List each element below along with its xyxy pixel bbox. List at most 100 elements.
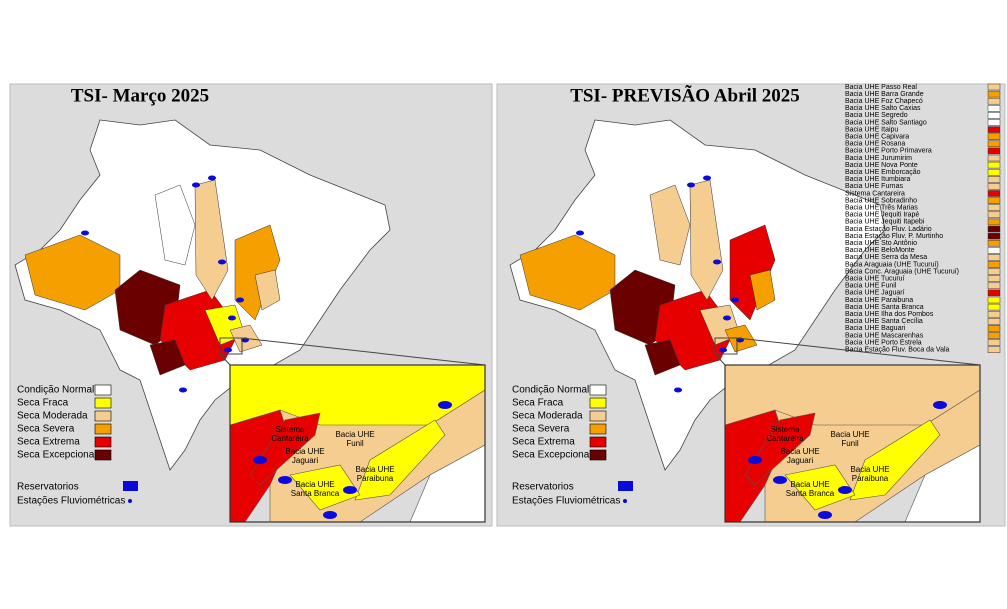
- basin-list-label: Bacia UHE Salto Santiago: [845, 119, 927, 126]
- basin-list-label: Bacia UHE Foz Chapecó: [845, 98, 923, 105]
- basin-list-swatch: [987, 154, 1001, 162]
- basin-list-label: Bacia UHE Sobradinho: [845, 197, 917, 204]
- basin-list-swatch: [987, 318, 1001, 325]
- basin-list-swatch: [987, 204, 1001, 211]
- legend-label: Condição Normal: [512, 385, 589, 396]
- basin-list-swatch: [987, 161, 1001, 169]
- basin-list-label: Sistema Cantareira: [845, 190, 905, 197]
- inset-label: Sistema: [771, 425, 800, 434]
- inset-label: Bacia UHE: [295, 480, 334, 489]
- legend-swatch: [589, 449, 607, 461]
- basin-list-swatch: [987, 310, 1001, 318]
- reservoir: [674, 387, 682, 393]
- reservoir: [731, 297, 739, 303]
- inset-area: [784, 464, 856, 511]
- basin-list-label: Bacia Araguaia (UHE Tucuruí): [845, 261, 939, 268]
- reservoir: [773, 476, 787, 484]
- basin-list-label: Bacia UHE Segredo: [845, 112, 908, 119]
- legend-swatch: [589, 410, 607, 422]
- basin-list-label: Bacia UHE Tucuruí: [845, 276, 905, 283]
- legend-label: Condição Normal: [17, 385, 94, 396]
- panel-title: TSI- PREVISÃO Abril 2025: [570, 84, 800, 106]
- basin-list-swatch: [987, 261, 1001, 268]
- legend-swatch: [94, 397, 112, 409]
- legend-label: Seca Moderada: [512, 411, 583, 422]
- inset-frame: [724, 364, 981, 523]
- basin-list-swatch: [987, 190, 1001, 197]
- inset-label: Bacia UHE: [355, 465, 394, 474]
- reservoir: [218, 259, 226, 265]
- panel-title: TSI- Março 2025: [71, 85, 209, 106]
- legend-label: Estações Fluviométricas: [512, 496, 620, 507]
- basin: [649, 184, 691, 266]
- reservoir: [208, 175, 216, 181]
- basin-list-swatch: [987, 332, 1001, 339]
- zoom-line: [714, 353, 726, 366]
- reservoir: [236, 297, 244, 303]
- legend-label: Seca Fraca: [17, 398, 69, 409]
- inset-label: Funil: [841, 439, 859, 448]
- basin-list-label: Bacia UHE Santa Cecília: [845, 318, 923, 325]
- reservoir: [438, 401, 452, 409]
- inset-label: Bacia UHE: [285, 447, 324, 456]
- basin-list-swatch: [987, 140, 1001, 148]
- basin-list-label: Bacia UHE Baguari: [845, 325, 906, 332]
- basin-list-swatch: [987, 346, 1001, 353]
- legend-swatch: [589, 397, 607, 409]
- basin-list-swatch: [987, 197, 1001, 204]
- inset-label: Paraibuna: [852, 474, 889, 483]
- reservoir: [933, 401, 947, 409]
- inset-label: Jaguari: [787, 456, 813, 465]
- basin: [149, 339, 186, 376]
- reservoir: [576, 230, 584, 236]
- basin: [154, 184, 196, 266]
- basin-list-swatch: [987, 275, 1001, 282]
- basin-list-label: Bacia UHE BeloMonte: [845, 247, 915, 254]
- basin-list-swatch: [987, 218, 1001, 226]
- basin-list-swatch: [987, 90, 1001, 98]
- reservoir-symbol: [618, 481, 633, 491]
- basin-list-swatch: [987, 83, 1001, 91]
- basin-list-swatch: [987, 232, 1001, 240]
- legend-swatch: [94, 410, 112, 422]
- legend-label: Reservatorios: [512, 482, 574, 493]
- basin-list-label: Bacia UHE Nova Ponte: [845, 162, 918, 169]
- basin-list-label: Bacia Estação Fluv. Boca da Vala: [845, 347, 950, 354]
- inset-label: Jaguari: [292, 456, 318, 465]
- basin-list-swatch: [987, 268, 1001, 275]
- zoom-line: [736, 337, 981, 366]
- inset-area: [289, 464, 361, 511]
- basin-list-label: Bacia UHE Jequiti Irapé: [845, 212, 919, 219]
- legend-label: Seca Excepcional: [512, 450, 592, 461]
- basin-list-label: Bacia UHE Passo Real: [845, 84, 917, 91]
- legend-swatch: [94, 423, 112, 435]
- basin: [749, 269, 776, 311]
- basin: [644, 339, 681, 376]
- legend-label: Reservatorios: [17, 482, 79, 493]
- basin-list-swatch: [987, 225, 1001, 233]
- basin-list-label: Bacia UHE Ilha dos Pombos: [845, 311, 934, 318]
- reservoir: [81, 230, 89, 236]
- basin-list-swatch: [987, 176, 1001, 183]
- inset-label: Cantareira: [766, 434, 804, 443]
- basin-list-label: Bacia UHE Porto Estrela: [845, 339, 922, 346]
- legend-label: Seca Fraca: [512, 398, 564, 409]
- reservoir: [224, 347, 232, 353]
- inset-label: Santa Branca: [291, 489, 340, 498]
- legend-label: Seca Severa: [512, 424, 570, 435]
- reservoir: [687, 182, 695, 188]
- legend-swatch: [94, 449, 112, 461]
- legend-label: Seca Moderada: [17, 411, 88, 422]
- basin-list-swatch: [987, 339, 1001, 346]
- zoom-line: [241, 337, 486, 366]
- legend-label: Seca Excepcional: [17, 450, 97, 461]
- basin-list-label: Bacia UHE Rosana: [845, 141, 905, 148]
- reservoir: [179, 387, 187, 393]
- reservoir: [838, 486, 852, 494]
- basin-list-swatch: [987, 133, 1001, 140]
- basin-list-swatch: [987, 183, 1001, 190]
- basin: [689, 179, 724, 301]
- zoom-box: [714, 337, 738, 355]
- basin-list-swatch: [987, 211, 1001, 219]
